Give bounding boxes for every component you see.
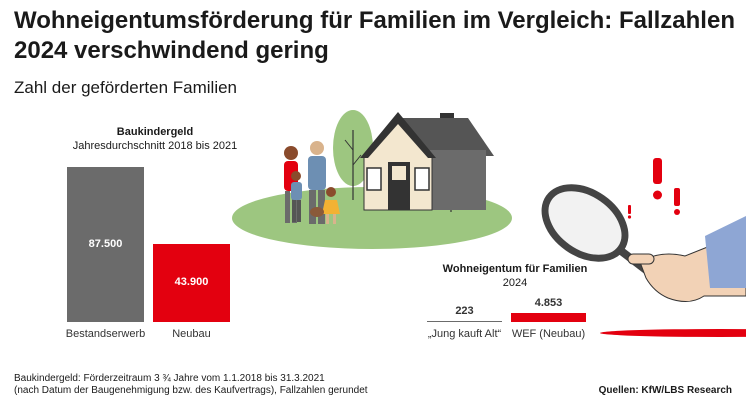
wef-subtitle: 2024 <box>502 277 528 289</box>
category-label: Bestandserwerb <box>65 328 146 340</box>
baukindergeld-title: Baukindergeld <box>116 126 194 138</box>
family-icon <box>284 141 340 224</box>
category-label: „Jung kauft Alt“ <box>427 328 502 340</box>
bar-value-label: 223 <box>455 305 474 317</box>
bar-1-1 <box>511 313 586 322</box>
bar-0-0 <box>67 167 144 322</box>
house-icon <box>360 112 494 211</box>
source-note: Quellen: KfW/LBS Research <box>598 385 732 396</box>
footnote-line-1: Baukindergeld: Förderzeitraum 3 ¾ Jahre … <box>14 373 325 384</box>
category-label: WEF (Neubau) <box>511 328 586 340</box>
bar-value-label: 4.853 <box>534 297 563 310</box>
baukindergeld-subtitle: Jahresdurchschnitt 2018 bis 2021 <box>72 140 238 152</box>
tree-icon <box>333 110 373 200</box>
bar-value-label: 87.500 <box>88 237 123 250</box>
bar-0-1 <box>153 244 230 322</box>
bar-value-label: 43.900 <box>174 276 209 289</box>
category-label: Neubau <box>172 328 211 340</box>
floor-shadow <box>600 329 746 337</box>
bar-1-0 <box>427 321 502 322</box>
hand-icon <box>627 216 746 302</box>
wef-title: Wohneigentum für Familien <box>442 263 588 275</box>
footnote: Baukindergeld: Förderzeitraum 3 ¾ Jahre … <box>14 373 434 397</box>
exclamation-icon <box>627 158 680 219</box>
chart-title: Wohneigentumsförderung für Familien im V… <box>14 7 735 64</box>
footnote-line-2: (nach Datum der Baugenehmigung bzw. des … <box>14 385 368 396</box>
chart-subtitle: Zahl der geförderten Familien <box>14 78 238 97</box>
